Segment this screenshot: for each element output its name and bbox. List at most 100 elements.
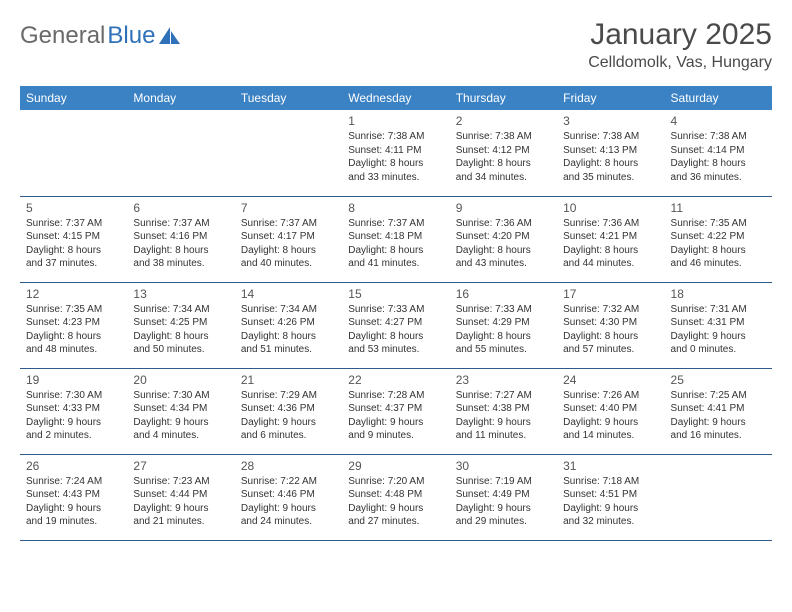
day-number: 6	[133, 201, 228, 215]
info-line: Sunrise: 7:30 AM	[133, 389, 228, 403]
info-line: Sunset: 4:44 PM	[133, 488, 228, 502]
day-info: Sunrise: 7:24 AMSunset: 4:43 PMDaylight:…	[26, 475, 121, 529]
info-line: Sunrise: 7:20 AM	[348, 475, 443, 489]
day-number: 25	[671, 373, 766, 387]
info-line: and 36 minutes.	[671, 171, 766, 185]
day-cell: 3 Sunrise: 7:38 AMSunset: 4:13 PMDaylight…	[557, 110, 664, 196]
info-line: Sunrise: 7:27 AM	[456, 389, 551, 403]
day-cell: 7Sunrise: 7:37 AMSunset: 4:17 PMDaylight…	[235, 196, 342, 282]
day-number: 10	[563, 201, 658, 215]
info-line: Sunrise: 7:30 AM	[26, 389, 121, 403]
info-line: Sunrise: 7:22 AM	[241, 475, 336, 489]
day-cell: 10Sunrise: 7:36 AMSunset: 4:21 PMDayligh…	[557, 196, 664, 282]
title-block: January 2025 Celldomolk, Vas, Hungary	[588, 18, 772, 72]
info-line: Sunset: 4:36 PM	[241, 402, 336, 416]
info-line: Sunset: 4:25 PM	[133, 316, 228, 330]
day-info: Sunrise: 7:31 AMSunset: 4:31 PMDaylight:…	[671, 303, 766, 357]
info-line: Sunrise: 7:31 AM	[671, 303, 766, 317]
day-number: 16	[456, 287, 551, 301]
day-cell: 24Sunrise: 7:26 AMSunset: 4:40 PMDayligh…	[557, 368, 664, 454]
day-number: 8	[348, 201, 443, 215]
day-cell	[127, 110, 234, 196]
day-info: Sunrise: 7:19 AMSunset: 4:49 PMDaylight:…	[456, 475, 551, 529]
day-cell: 5Sunrise: 7:37 AMSunset: 4:15 PMDaylight…	[20, 196, 127, 282]
info-line: Daylight: 8 hours	[241, 330, 336, 344]
day-cell: 6 Sunrise: 7:37 AMSunset: 4:16 PMDaylight…	[127, 196, 234, 282]
day-number: 2	[456, 114, 551, 128]
info-line: Daylight: 9 hours	[563, 416, 658, 430]
month-title: January 2025	[588, 18, 772, 52]
info-line: Daylight: 9 hours	[348, 416, 443, 430]
info-line: Daylight: 9 hours	[241, 502, 336, 516]
table-row: 12Sunrise: 7:35 AMSunset: 4:23 PMDayligh…	[20, 282, 772, 368]
column-header: Friday	[557, 86, 664, 110]
day-cell: 13Sunrise: 7:34 AMSunset: 4:25 PMDayligh…	[127, 282, 234, 368]
day-number: 19	[26, 373, 121, 387]
logo-text-general: General	[20, 22, 105, 50]
info-line: Sunset: 4:43 PM	[26, 488, 121, 502]
info-line: Sunrise: 7:18 AM	[563, 475, 658, 489]
day-number: 21	[241, 373, 336, 387]
info-line: Sunrise: 7:33 AM	[348, 303, 443, 317]
info-line: Daylight: 9 hours	[26, 416, 121, 430]
day-info: Sunrise: 7:34 AMSunset: 4:26 PMDaylight:…	[241, 303, 336, 357]
info-line: Sunrise: 7:25 AM	[671, 389, 766, 403]
day-info: Sunrise: 7:33 AMSunset: 4:27 PMDaylight:…	[348, 303, 443, 357]
day-info: Sunrise: 7:35 AMSunset: 4:22 PMDaylight:…	[671, 217, 766, 271]
day-info: Sunrise: 7:36 AMSunset: 4:20 PMDaylight:…	[456, 217, 551, 271]
info-line: Sunset: 4:18 PM	[348, 230, 443, 244]
info-line: Sunset: 4:26 PM	[241, 316, 336, 330]
info-line: Sunset: 4:14 PM	[671, 144, 766, 158]
day-cell: 4Sunrise: 7:38 AMSunset: 4:14 PMDaylight…	[665, 110, 772, 196]
day-cell: 28Sunrise: 7:22 AMSunset: 4:46 PMDayligh…	[235, 454, 342, 540]
day-info: Sunrise: 7:23 AMSunset: 4:44 PMDaylight:…	[133, 475, 228, 529]
day-info: Sunrise: 7:33 AMSunset: 4:29 PMDaylight:…	[456, 303, 551, 357]
info-line: Daylight: 8 hours	[563, 244, 658, 258]
info-line: Sunset: 4:41 PM	[671, 402, 766, 416]
day-info: Sunrise: 7:37 AMSunset: 4:16 PMDaylight:…	[133, 217, 228, 271]
info-line: Daylight: 8 hours	[26, 330, 121, 344]
day-number: 3	[563, 114, 658, 128]
day-number: 23	[456, 373, 551, 387]
info-line: and 43 minutes.	[456, 257, 551, 271]
info-line: Sunset: 4:22 PM	[671, 230, 766, 244]
info-line: Daylight: 9 hours	[456, 416, 551, 430]
column-header: Sunday	[20, 86, 127, 110]
day-info: Sunrise: 7:38 AMSunset: 4:11 PMDaylight:…	[348, 130, 443, 184]
info-line: Sunset: 4:37 PM	[348, 402, 443, 416]
info-line: and 21 minutes.	[133, 515, 228, 529]
info-line: Sunrise: 7:38 AM	[563, 130, 658, 144]
day-info: Sunrise: 7:37 AMSunset: 4:17 PMDaylight:…	[241, 217, 336, 271]
info-line: Sunset: 4:27 PM	[348, 316, 443, 330]
info-line: Daylight: 8 hours	[348, 157, 443, 171]
info-line: and 14 minutes.	[563, 429, 658, 443]
day-info: Sunrise: 7:38 AMSunset: 4:13 PMDaylight:…	[563, 130, 658, 184]
info-line: Daylight: 8 hours	[456, 157, 551, 171]
day-number: 12	[26, 287, 121, 301]
info-line: and 27 minutes.	[348, 515, 443, 529]
info-line: Daylight: 8 hours	[26, 244, 121, 258]
column-header: Wednesday	[342, 86, 449, 110]
day-cell: 16 Sunrise: 7:33 AMSunset: 4:29 PMDayligh…	[450, 282, 557, 368]
info-line: Sunset: 4:23 PM	[26, 316, 121, 330]
info-line: Daylight: 8 hours	[563, 157, 658, 171]
info-line: Sunset: 4:29 PM	[456, 316, 551, 330]
day-cell: 18 Sunrise: 7:31 AMSunset: 4:31 PMDayligh…	[665, 282, 772, 368]
info-line: Sunrise: 7:19 AM	[456, 475, 551, 489]
info-line: and 16 minutes.	[671, 429, 766, 443]
day-number: 5	[26, 201, 121, 215]
info-line: Sunrise: 7:35 AM	[26, 303, 121, 317]
table-row: 19Sunrise: 7:30 AMSunset: 4:33 PMDayligh…	[20, 368, 772, 454]
info-line: Sunrise: 7:37 AM	[241, 217, 336, 231]
info-line: Sunset: 4:33 PM	[26, 402, 121, 416]
info-line: and 50 minutes.	[133, 343, 228, 357]
day-number: 31	[563, 459, 658, 473]
info-line: and 53 minutes.	[348, 343, 443, 357]
column-header: Tuesday	[235, 86, 342, 110]
day-number: 18	[671, 287, 766, 301]
info-line: Sunset: 4:46 PM	[241, 488, 336, 502]
day-cell: 2Sunrise: 7:38 AMSunset: 4:12 PMDaylight…	[450, 110, 557, 196]
info-line: Sunrise: 7:33 AM	[456, 303, 551, 317]
info-line: Daylight: 9 hours	[133, 502, 228, 516]
table-row: 26Sunrise: 7:24 AMSunset: 4:43 PMDayligh…	[20, 454, 772, 540]
